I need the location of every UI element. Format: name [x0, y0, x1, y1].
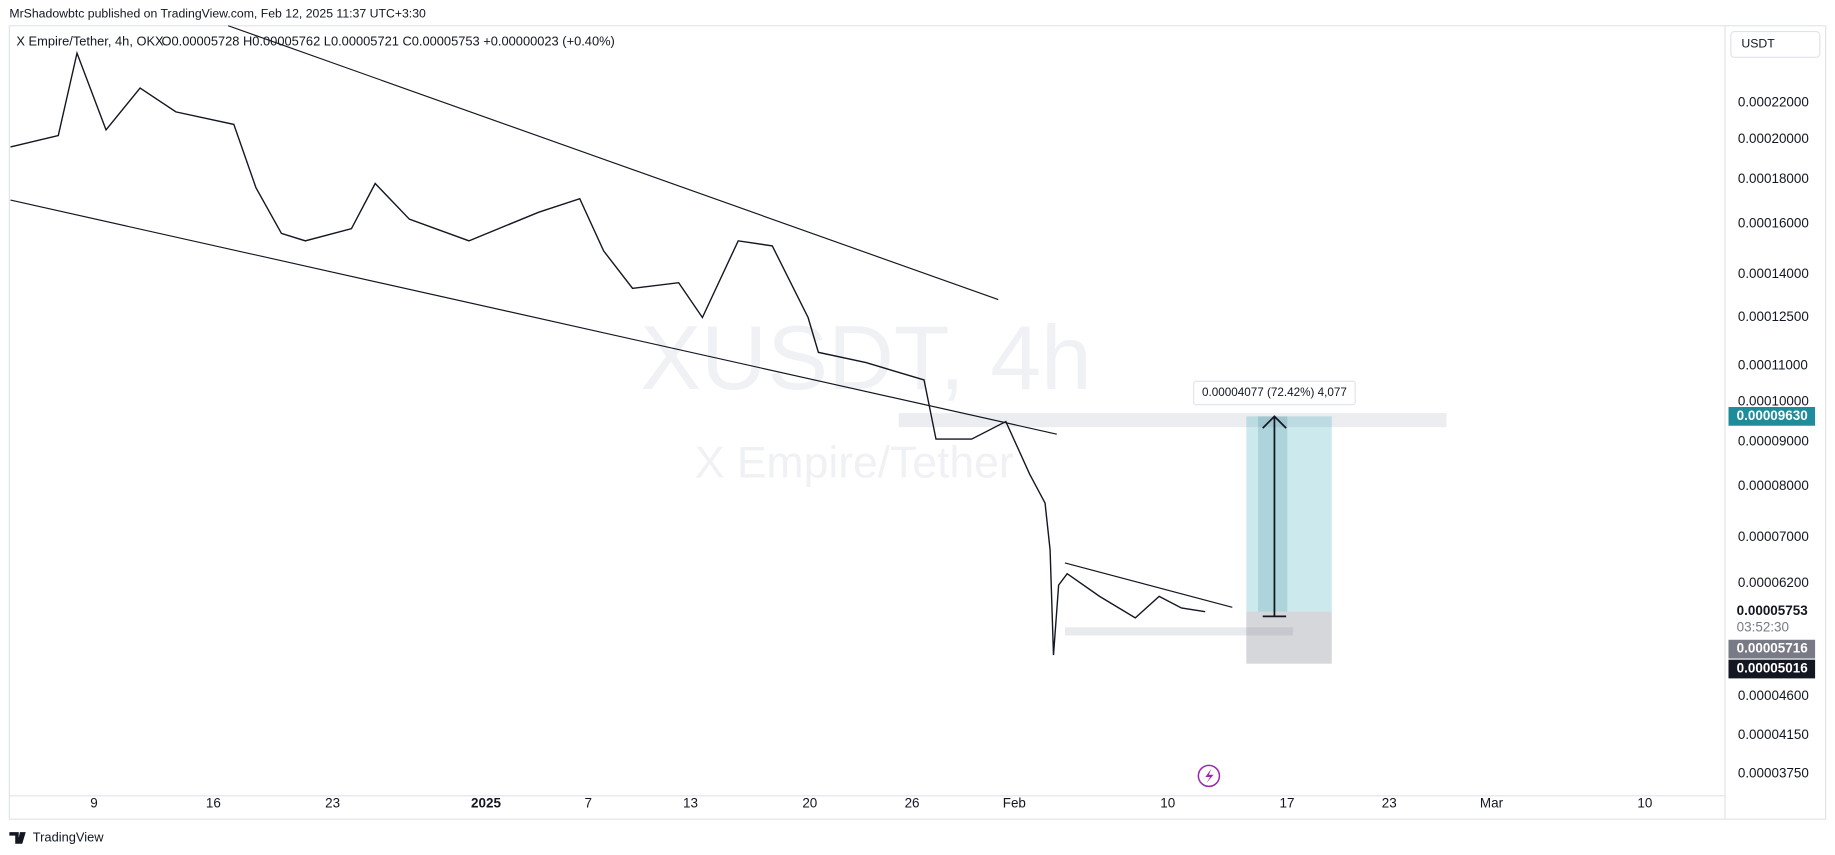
watermark-subtitle: X Empire/Tether [695, 439, 1014, 488]
chart-frame [8, 25, 1827, 820]
target-zone [1246, 416, 1332, 612]
y-tick-label: 0.00006200 [1738, 575, 1809, 590]
x-tick-label: 23 [325, 796, 340, 811]
y-tick-label: 0.00003750 [1738, 765, 1809, 780]
measure-arrowhead [1262, 415, 1287, 429]
y-tick-label: 0.00004600 [1738, 688, 1809, 703]
measure-label: 0.00004077 (72.42%) 4,077 [1202, 386, 1347, 399]
support-zone [1064, 627, 1294, 636]
y-tick-label: 0.00004150 [1738, 727, 1809, 742]
currency[interactable]: USDT [1741, 37, 1775, 51]
x-tick-label: Mar [1480, 796, 1504, 811]
y-tick-label: 0.00010000 [1738, 394, 1809, 409]
x-tick-label: 2025 [471, 796, 501, 811]
event-icon-bolt [1205, 768, 1214, 783]
price-label: 0.00005753 [1737, 603, 1808, 618]
watermark: XUSDT, 4h [640, 307, 1091, 409]
y-tick-label: 0.00012500 [1738, 309, 1809, 324]
publisher-line: MrShadowbtc published on TradingView.com… [9, 6, 426, 20]
y-tick-label: 0.00018000 [1738, 171, 1809, 186]
y-tick-label: 0.00022000 [1738, 95, 1809, 110]
brand-logo: TradingView [9, 829, 104, 844]
x-tick-label: 23 [1382, 796, 1397, 811]
x-tick-label: 17 [1280, 796, 1295, 811]
measure-tooltip [1193, 380, 1356, 406]
lower-trendline [10, 199, 1057, 435]
x-tick-label: 16 [206, 796, 221, 811]
x-tick-label: 10 [1637, 796, 1652, 811]
legend-symbol: X Empire/Tether, 4h, OKX [16, 34, 164, 49]
y-tick-label: 0.00014000 [1738, 266, 1809, 281]
y-tick-label: 0.00016000 [1738, 215, 1809, 230]
y-tick-label: 0.00009000 [1738, 434, 1809, 449]
x-tick-label: 7 [585, 796, 592, 811]
price-series [10, 50, 1206, 656]
x-tick-label: Feb [1003, 796, 1026, 811]
price-label: 0.00009630 [1737, 408, 1808, 423]
price-label: 0.00005016 [1737, 661, 1808, 676]
y-tick-label: 0.00020000 [1738, 131, 1809, 146]
measure-band [1258, 416, 1288, 612]
countdown: 03:52:30 [1737, 620, 1789, 635]
price-label-bg [1728, 602, 1816, 622]
price-label-bg [1728, 639, 1816, 659]
price-label-bg [1728, 659, 1816, 679]
currency-button[interactable] [1730, 31, 1821, 58]
upper-trendline [228, 25, 999, 301]
y-tick-label: 0.00011000 [1738, 357, 1808, 372]
x-tick-label: 9 [90, 796, 97, 811]
price-label: 0.00005716 [1737, 641, 1808, 656]
brand: TradingView [33, 829, 104, 844]
event-icon[interactable] [1197, 764, 1221, 788]
legend-ohlc: O0.00005728 H0.00005762 L0.00005721 C0.0… [162, 34, 615, 49]
price-line [10, 50, 1206, 656]
plot-layer: 0.00004077 (72.42%) 4,077 [10, 50, 1356, 664]
x-tick-label: 26 [905, 796, 920, 811]
x-tick-label: 13 [683, 796, 698, 811]
brand-mark [9, 832, 26, 844]
x-tick-label: 10 [1160, 796, 1175, 811]
triangle-trendline [1064, 562, 1233, 608]
y-tick-label: 0.00007000 [1738, 529, 1809, 544]
x-tick-label: 20 [802, 796, 817, 811]
price-label-bg [1728, 407, 1816, 426]
y-tick-label: 0.00008000 [1738, 478, 1809, 493]
resistance-zone [898, 413, 1447, 428]
stop-zone [1246, 611, 1332, 664]
